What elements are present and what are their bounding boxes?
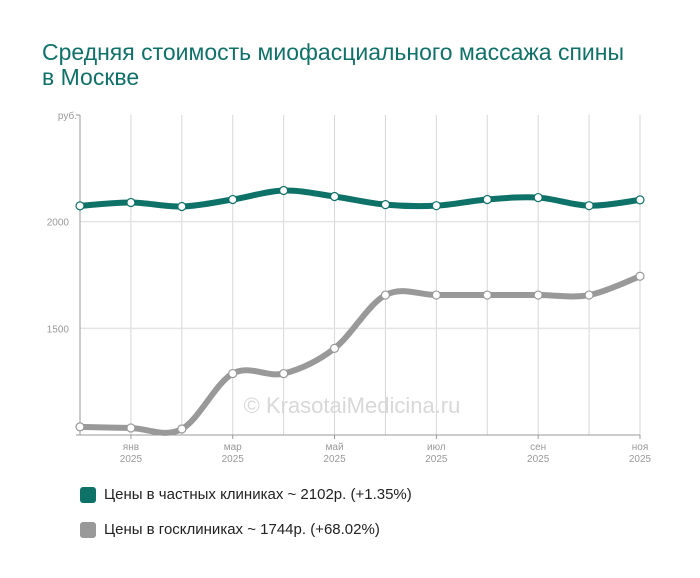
x-tick-year: 2025 <box>222 454 245 465</box>
data-point-0 <box>279 185 289 196</box>
x-tick-year: 2025 <box>629 454 652 465</box>
x-tick-year: 2025 <box>425 454 448 465</box>
data-point-0 <box>75 201 85 211</box>
legend-swatch-public <box>80 521 96 538</box>
data-point-1 <box>126 423 136 433</box>
data-point-0 <box>380 200 391 210</box>
data-point-1 <box>329 343 340 353</box>
data-point-0 <box>329 191 340 202</box>
legend-item-public[interactable]: Цены в госклиниках ~ 1744р. (+68.02%) <box>80 521 380 538</box>
x-tick-year: 2025 <box>323 454 346 465</box>
data-point-1 <box>584 290 594 300</box>
data-point-0 <box>482 194 492 205</box>
data-point-0 <box>635 195 645 205</box>
x-tick-month: янв <box>123 442 139 453</box>
data-point-0 <box>584 201 594 211</box>
x-tick-month: июл <box>427 442 446 453</box>
x-tick-month: ноя <box>632 442 649 453</box>
data-point-1 <box>75 422 85 432</box>
data-point-1 <box>635 271 645 281</box>
data-point-0 <box>177 201 187 212</box>
x-tick-month: сен <box>530 442 546 453</box>
x-tick-month: мар <box>224 442 242 453</box>
data-point-0 <box>228 194 238 205</box>
legend-swatch-private <box>80 486 96 503</box>
legend-label-private: Цены в частных клиниках ~ 2102р. (+1.35%… <box>104 486 412 503</box>
data-point-1 <box>380 290 391 300</box>
data-point-1 <box>482 290 492 300</box>
data-point-1 <box>279 368 289 379</box>
y-axis-unit-label: руб. <box>58 110 77 122</box>
data-point-0 <box>431 201 441 211</box>
data-point-1 <box>177 424 187 434</box>
x-tick-year: 2025 <box>527 454 550 465</box>
data-point-1 <box>228 368 238 379</box>
x-tick-month: май <box>326 442 344 453</box>
data-point-0 <box>126 197 136 208</box>
y-tick-label: 2000 <box>47 218 70 229</box>
y-tick-label: 1500 <box>47 324 70 335</box>
chart-title: Средняя стоимость миофасциального массаж… <box>42 39 624 90</box>
series-line-0 <box>77 187 643 210</box>
data-point-1 <box>431 290 441 300</box>
legend-item-private[interactable]: Цены в частных клиниках ~ 2102р. (+1.35%… <box>80 486 412 503</box>
legend-label-public: Цены в госклиниках ~ 1744р. (+68.02%) <box>104 521 380 538</box>
data-point-1 <box>533 290 543 300</box>
data-point-0 <box>533 192 543 203</box>
x-tick-year: 2025 <box>120 454 143 465</box>
watermark: © KrasotaiMedicina.ru <box>244 393 461 418</box>
